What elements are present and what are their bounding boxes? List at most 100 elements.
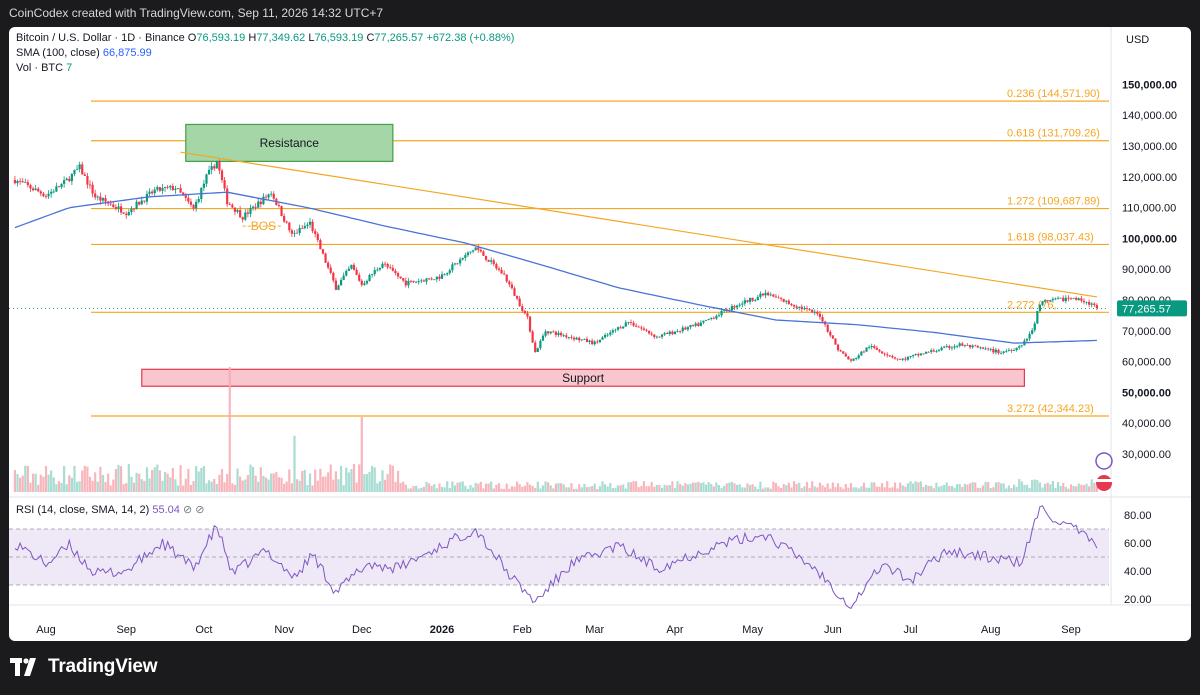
volume-bar [539, 488, 542, 492]
volume-bar [572, 488, 576, 492]
candle-body [785, 300, 788, 302]
candle-body [774, 296, 778, 298]
candle-body [324, 253, 327, 263]
candle-body [844, 353, 847, 357]
volume-bar [451, 481, 454, 492]
candle-body [896, 358, 899, 360]
candle-body [526, 313, 529, 317]
candle-body [598, 339, 602, 343]
candle-body [412, 280, 415, 283]
volume-bar [422, 486, 426, 492]
candle-body [515, 295, 519, 299]
candle-body [47, 193, 50, 197]
candle-body [767, 292, 770, 296]
candle-body [298, 228, 301, 233]
volume-bar [1059, 486, 1062, 492]
candle-body [624, 322, 627, 327]
candle-body [435, 276, 438, 280]
candle-body [99, 196, 102, 201]
volume-bar [937, 486, 941, 492]
eye-icon[interactable]: ⊘ [182, 504, 193, 516]
candle-body [557, 332, 560, 335]
volume-bar [140, 479, 143, 492]
volume-bar [1054, 488, 1057, 492]
candle-body [702, 320, 705, 323]
candle-body [487, 259, 490, 262]
volume-bar [994, 482, 998, 492]
candle-body [671, 331, 674, 335]
volume-bar [798, 482, 801, 492]
candle-body [482, 251, 485, 256]
volume-bar [182, 485, 185, 492]
candle-body [956, 345, 959, 347]
volume-bar [358, 464, 361, 492]
price-tick-label: 70,000.00 [1122, 326, 1171, 338]
candle-body [958, 343, 961, 346]
candle-body [60, 183, 63, 188]
volume-bar [347, 472, 350, 492]
candle-body [358, 274, 361, 281]
candle-body [816, 311, 819, 314]
chart-panel[interactable]: 30,000.00 40,000.00 50,000.00 60,000.00 70,0… [9, 27, 1191, 641]
volume-bar [389, 464, 392, 492]
candle-body [456, 263, 459, 265]
volume-bar [1020, 481, 1023, 492]
candle-body [614, 329, 617, 331]
candle-body [720, 310, 723, 316]
candle-body [901, 358, 904, 360]
volume-bar [399, 482, 402, 492]
volume-bar [86, 466, 89, 492]
volume-bar [169, 477, 172, 492]
candle-body [37, 188, 40, 192]
volume-bar [1002, 483, 1005, 492]
candle-body [593, 341, 596, 345]
candle-body [1041, 301, 1044, 305]
volume-bar [13, 469, 17, 492]
volume-bar [495, 484, 498, 492]
price-tick-label: 100,000.00 [1122, 233, 1177, 245]
fib-level-label: 0.618 (131,709.26) [1007, 128, 1100, 140]
candle-body [559, 332, 563, 336]
volume-bar [73, 465, 76, 492]
candle-body [117, 206, 120, 209]
candle-body [663, 333, 666, 335]
volume-bar [1064, 486, 1067, 492]
candle-body [484, 255, 488, 260]
fib-level-label: 2.272 (76, [1007, 299, 1057, 311]
volume-bar [681, 485, 684, 492]
volume-bar [816, 487, 819, 492]
volume-bar [267, 479, 270, 492]
candle-body [239, 210, 242, 218]
candle-body [1064, 297, 1067, 302]
candle-body [622, 326, 625, 329]
candle-body [192, 204, 195, 209]
volume-bar [1023, 484, 1026, 492]
candle-body [352, 264, 356, 270]
volume-bar [691, 482, 695, 492]
volume-bar [875, 486, 878, 492]
candle-body [347, 268, 350, 271]
volume-bar [360, 417, 363, 492]
tradingview-logo[interactable]: TradingView [10, 656, 158, 678]
candle-body [953, 346, 956, 348]
candle-body [34, 188, 37, 191]
volume-bar [1067, 488, 1070, 492]
price-chart[interactable]: 30,000.00 40,000.00 50,000.00 60,000.00 70,0… [9, 27, 1191, 641]
candle-body [389, 267, 392, 269]
settings-icon[interactable]: ⊘ [195, 504, 205, 516]
volume-bar [497, 483, 501, 492]
candle-body [961, 343, 964, 346]
volume-bar [138, 473, 141, 492]
candle-body [153, 189, 156, 194]
volume-bar [684, 483, 687, 492]
volume-bar [655, 484, 658, 492]
rsi-line [14, 505, 1098, 610]
volume-bar [91, 480, 94, 492]
time-tick-label: Dec [352, 624, 372, 636]
fib-level-label: 1.618 (98,037.43) [1007, 231, 1094, 243]
candle-body [1002, 351, 1005, 353]
candle-body [42, 193, 45, 197]
volume-bar [446, 481, 449, 492]
candle-body [174, 188, 177, 190]
fib-level-label: 0.236 (144,571.90) [1007, 88, 1100, 100]
